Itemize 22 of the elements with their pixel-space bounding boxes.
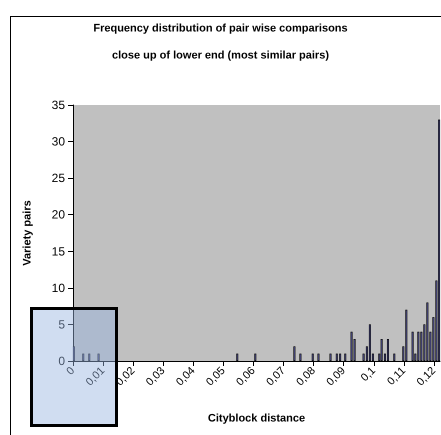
x-tick-label: 0,09: [324, 364, 348, 388]
x-tick-label: 0,12: [414, 364, 438, 388]
x-tick-label: 0,11: [385, 364, 408, 388]
y-tick-label: 0: [58, 354, 66, 368]
chart-title: Frequency distribution of pair wise comparisons: [93, 22, 348, 34]
y-tick-label: 15: [52, 244, 66, 258]
y-axis-title: Variety pairs: [22, 200, 34, 266]
x-axis-title: Cityblock distance: [208, 412, 306, 424]
x-tick-label: 0,05: [204, 364, 228, 388]
x-tick-label: 0,03: [144, 364, 168, 388]
x-tick-label: 0,08: [294, 364, 318, 388]
x-tick-label: 0,06: [234, 364, 258, 388]
y-tick-label: 10: [52, 280, 66, 295]
x-tick-label: 0,1: [358, 364, 378, 384]
y-tick-label: 25: [52, 171, 66, 186]
y-tick-label: 20: [52, 208, 66, 222]
x-tick-label: 0,04: [174, 364, 198, 388]
y-tick-label: 5: [58, 317, 66, 332]
chart-subtitle: close up of lower end (most similar pairs): [112, 50, 330, 62]
y-tick-label: 35: [52, 98, 66, 112]
x-tick-label: 0,01: [84, 364, 108, 388]
y-tick-label: 30: [52, 134, 66, 149]
